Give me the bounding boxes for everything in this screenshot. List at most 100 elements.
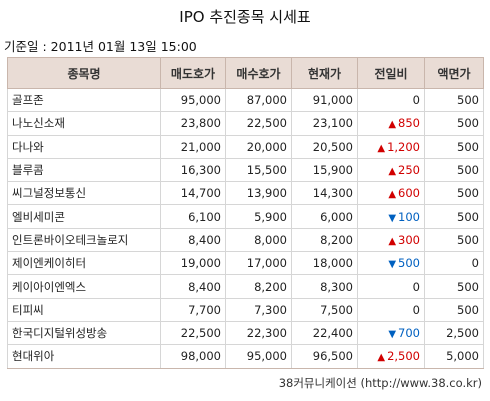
table-row: 현대위아 98,000 95,000 96,500 ▲ 2,500 5,000 <box>7 344 484 369</box>
current-price-cell: 8,300 <box>291 274 358 299</box>
change-value: 0 <box>412 302 420 317</box>
ask-price-cell: 7,700 <box>160 297 226 322</box>
table-row: 제이엔케이히터 19,000 17,000 18,000 ▼ 500 0 <box>7 251 484 276</box>
up-arrow-icon: ▲ <box>388 235 397 247</box>
bid-price-cell: 20,000 <box>225 134 292 159</box>
current-price-cell: 8,200 <box>291 227 358 253</box>
header-bid-price: 매수호가 <box>225 57 292 89</box>
stock-name-cell: 인트론바이오테크놀로지 <box>7 227 161 253</box>
current-price-cell: 96,500 <box>291 344 358 369</box>
ask-price-cell: 98,000 <box>160 344 226 369</box>
table-header-row: 종목명 매도호가 매수호가 현재가 전일비 액면가 <box>7 57 484 89</box>
change-value: 300 <box>398 232 420 247</box>
change-value: 250 <box>398 163 420 178</box>
header-par-value: 액면가 <box>424 57 484 89</box>
reference-date: 기준일 : 2011년 01월 13일 15:00 <box>4 39 197 54</box>
current-price-cell: 7,500 <box>291 297 358 322</box>
header-change: 전일비 <box>357 57 425 89</box>
change-value: 850 <box>398 116 420 131</box>
up-arrow-icon: ▲ <box>377 352 386 364</box>
header-ask-price: 매도호가 <box>160 57 226 89</box>
change-value: 1,200 <box>387 139 420 154</box>
current-price-cell: 15,900 <box>291 157 358 183</box>
bid-price-cell: 15,500 <box>225 157 292 183</box>
ask-price-cell: 16,300 <box>160 157 226 183</box>
stock-name-cell: 케이아이엔엑스 <box>7 274 161 299</box>
bid-price-cell: 13,900 <box>225 181 292 206</box>
change-cell: ▲ 1,200 <box>357 134 425 159</box>
ask-price-cell: 95,000 <box>160 87 226 113</box>
table-row: 블루콤 16,300 15,500 15,900 ▲ 250 500 <box>7 157 484 183</box>
stock-name-cell: 다나와 <box>7 134 161 159</box>
ask-price-cell: 14,700 <box>160 181 226 206</box>
par-value-cell: 500 <box>424 157 484 183</box>
ask-price-cell: 8,400 <box>160 274 226 299</box>
up-arrow-icon: ▲ <box>388 189 397 201</box>
current-price-cell: 23,100 <box>291 111 358 136</box>
change-cell: 0 <box>357 297 425 322</box>
ask-price-cell: 21,000 <box>160 134 226 159</box>
change-cell: ▲ 2,500 <box>357 344 425 369</box>
stock-name-cell: 한국디지털위성방송 <box>7 320 161 346</box>
ask-price-cell: 22,500 <box>160 320 226 346</box>
table-row: 씨그널정보통신 14,700 13,900 14,300 ▲ 600 500 <box>7 181 484 206</box>
current-price-cell: 18,000 <box>291 251 358 276</box>
par-value-cell: 500 <box>424 274 484 299</box>
stock-name-cell: 제이엔케이히터 <box>7 251 161 276</box>
bid-price-cell: 8,000 <box>225 227 292 253</box>
up-arrow-icon: ▲ <box>388 119 397 131</box>
bid-price-cell: 87,000 <box>225 87 292 113</box>
par-value-cell: 500 <box>424 204 484 229</box>
par-value-cell: 500 <box>424 297 484 322</box>
change-cell: ▲ 600 <box>357 181 425 206</box>
par-value-cell: 5,000 <box>424 344 484 369</box>
change-cell: ▼ 500 <box>357 251 425 276</box>
table-row: 골프존 95,000 87,000 91,000 0 500 <box>7 87 484 113</box>
footer-source: 38커뮤니케이션 (http://www.38.co.kr) <box>278 376 482 390</box>
change-cell: ▲ 850 <box>357 111 425 136</box>
change-cell: 0 <box>357 274 425 299</box>
down-arrow-icon: ▼ <box>388 329 397 341</box>
table-row: 인트론바이오테크놀로지 8,400 8,000 8,200 ▲ 300 500 <box>7 227 484 253</box>
table-row: 나노신소재 23,800 22,500 23,100 ▲ 850 500 <box>7 111 484 136</box>
header-stock-name: 종목명 <box>7 57 161 89</box>
change-cell: ▲ 250 <box>357 157 425 183</box>
change-value: 0 <box>412 279 420 294</box>
stock-name-cell: 골프존 <box>7 87 161 113</box>
par-value-cell: 500 <box>424 111 484 136</box>
bid-price-cell: 22,300 <box>225 320 292 346</box>
down-arrow-icon: ▼ <box>388 212 397 224</box>
par-value-cell: 500 <box>424 181 484 206</box>
change-value: 500 <box>398 256 420 271</box>
current-price-cell: 6,000 <box>291 204 358 229</box>
change-cell: ▼ 100 <box>357 204 425 229</box>
bid-price-cell: 17,000 <box>225 251 292 276</box>
change-value: 2,500 <box>387 349 420 364</box>
stock-name-cell: 블루콤 <box>7 157 161 183</box>
ask-price-cell: 8,400 <box>160 227 226 253</box>
table-row: 엘비세미콘 6,100 5,900 6,000 ▼ 100 500 <box>7 204 484 229</box>
table-row: 한국디지털위성방송 22,500 22,300 22,400 ▼ 700 2,500 <box>7 320 484 346</box>
stock-name-cell: 엘비세미콘 <box>7 204 161 229</box>
stock-name-cell: 씨그널정보통신 <box>7 181 161 206</box>
header-current-price: 현재가 <box>291 57 358 89</box>
current-price-cell: 22,400 <box>291 320 358 346</box>
par-value-cell: 500 <box>424 134 484 159</box>
change-cell: 0 <box>357 87 425 113</box>
current-price-cell: 20,500 <box>291 134 358 159</box>
up-arrow-icon: ▲ <box>377 142 386 154</box>
current-price-cell: 14,300 <box>291 181 358 206</box>
ask-price-cell: 23,800 <box>160 111 226 136</box>
bid-price-cell: 8,200 <box>225 274 292 299</box>
par-value-cell: 2,500 <box>424 320 484 346</box>
bid-price-cell: 7,300 <box>225 297 292 322</box>
up-arrow-icon: ▲ <box>388 166 397 178</box>
current-price-cell: 91,000 <box>291 87 358 113</box>
change-value: 600 <box>398 186 420 201</box>
par-value-cell: 500 <box>424 227 484 253</box>
table-row: 케이아이엔엑스 8,400 8,200 8,300 0 500 <box>7 274 484 299</box>
table-row: 다나와 21,000 20,000 20,500 ▲ 1,200 500 <box>7 134 484 159</box>
change-cell: ▼ 700 <box>357 320 425 346</box>
change-value: 100 <box>398 209 420 224</box>
par-value-cell: 500 <box>424 87 484 113</box>
